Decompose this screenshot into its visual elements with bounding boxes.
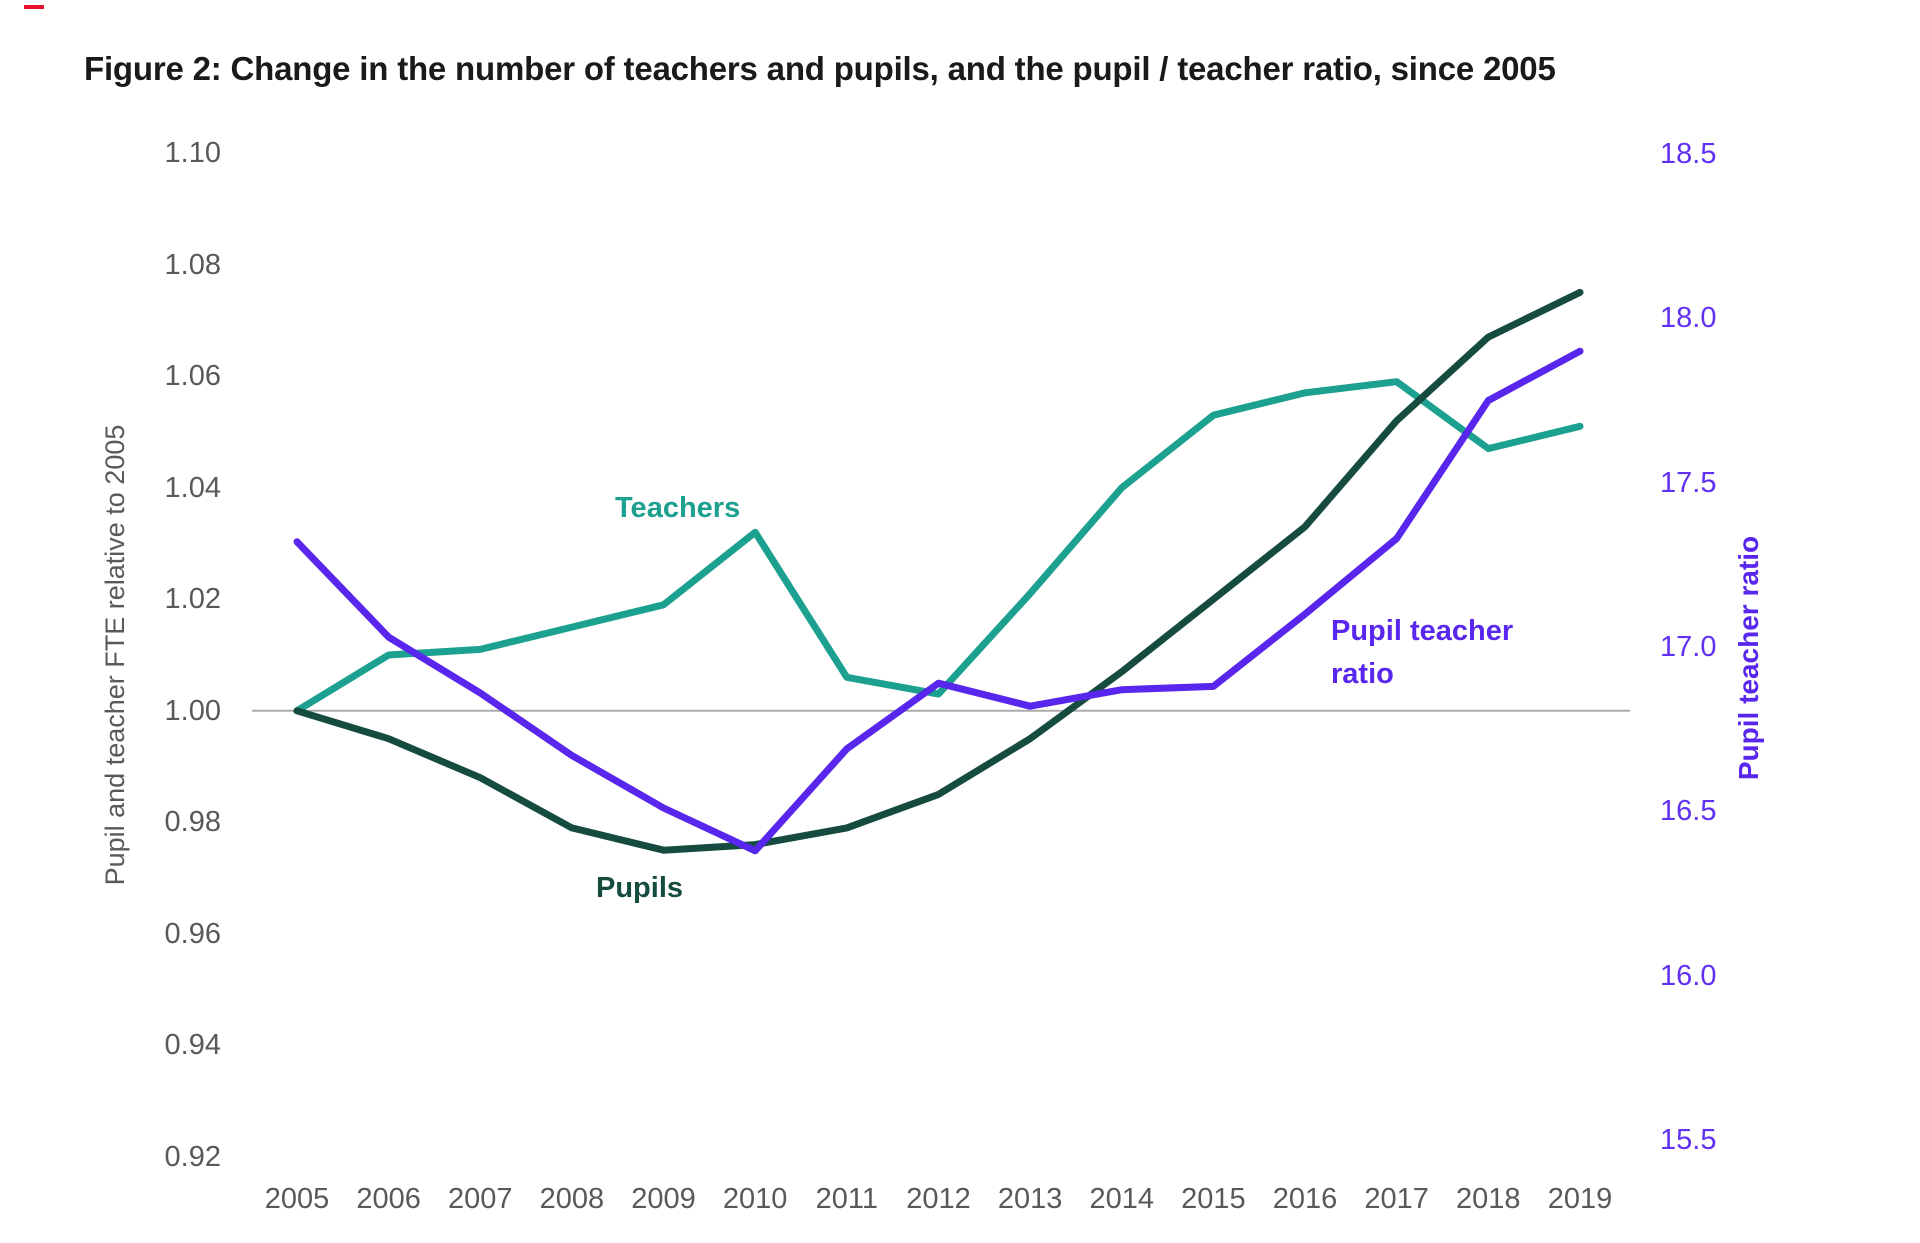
x-tick-2019: 2019 [1547,1183,1613,1215]
page-corner-mark [24,5,44,9]
x-tick-2008: 2008 [539,1183,605,1215]
left-tick-1.04: 1.04 [164,471,221,504]
left-tick-0.94: 0.94 [164,1029,221,1062]
left-tick-1.00: 1.00 [164,694,221,727]
x-tick-2013: 2013 [997,1183,1063,1215]
right-tick-17.0: 17.0 [1660,631,1717,663]
left-tick-1.02: 1.02 [164,583,221,616]
left-tick-0.92: 0.92 [164,1141,221,1173]
left-tick-0.96: 0.96 [164,917,221,950]
x-tick-2017: 2017 [1364,1183,1429,1215]
series-line-teachers [293,378,1584,715]
x-tick-2005: 2005 [264,1183,330,1215]
left-tick-1.10: 1.10 [164,137,221,169]
pupils-series-label: Pupils [596,872,684,904]
ratio-series-label: Pupil teacher ratio [1331,610,1513,696]
right-tick-16.0: 16.0 [1660,959,1717,992]
series-line-pupil-teacher-ratio [293,347,1584,855]
teachers-series-label: Teachers [615,492,741,524]
series-line-pupils [293,288,1584,854]
left-tick-1.06: 1.06 [164,360,221,393]
x-tick-2015: 2015 [1181,1183,1246,1215]
left-tick-0.98: 0.98 [164,806,221,839]
x-tick-2012: 2012 [906,1183,971,1215]
x-tick-2011: 2011 [815,1183,879,1215]
right-axis-title: Pupil teacher ratio [1733,535,1764,781]
x-tick-2010: 2010 [722,1183,788,1215]
right-tick-17.5: 17.5 [1660,466,1717,499]
left-axis-title: Pupil and teacher FTE relative to 2005 [100,424,130,886]
right-tick-16.5: 16.5 [1660,795,1717,828]
x-tick-2007: 2007 [448,1183,513,1215]
x-tick-2009: 2009 [631,1183,696,1215]
ratio-series-label-line2: ratio [1331,658,1394,690]
chart-title: Figure 2: Change in the number of teache… [84,50,1556,87]
right-tick-15.5: 15.5 [1660,1124,1717,1156]
x-tick-2018: 2018 [1456,1183,1521,1215]
right-tick-18.0: 18.0 [1660,302,1717,335]
x-tick-2016: 2016 [1272,1183,1338,1215]
right-tick-18.5: 18.5 [1660,138,1717,170]
left-tick-1.08: 1.08 [164,248,221,281]
x-tick-2014: 2014 [1089,1183,1154,1215]
x-tick-2006: 2006 [356,1183,421,1215]
ratio-series-label-line1: Pupil teacher [1331,615,1514,647]
